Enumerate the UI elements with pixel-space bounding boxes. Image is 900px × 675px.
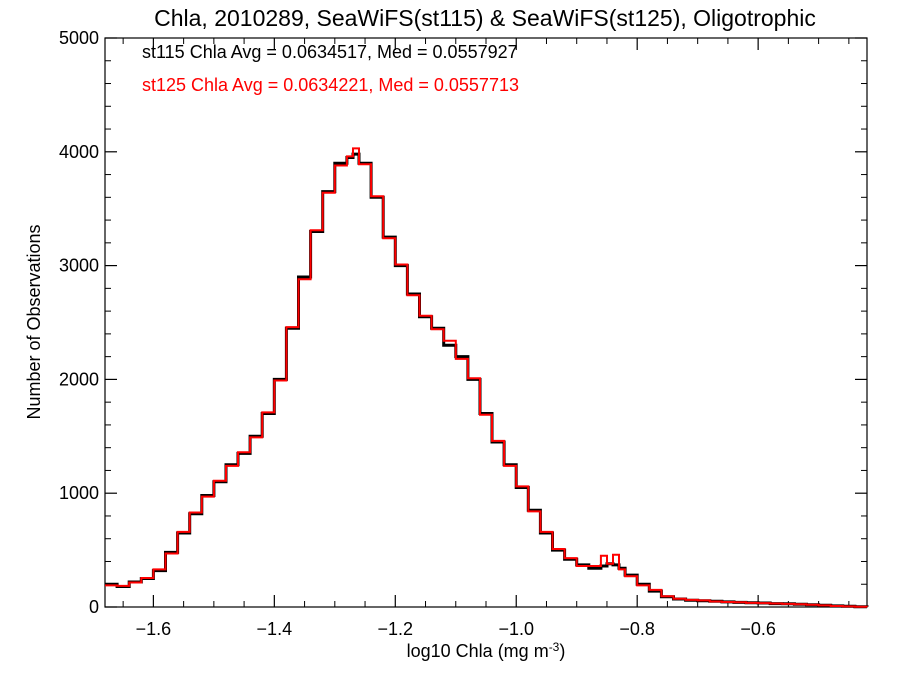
x-axis-label-main: log10 Chla (mg m [407, 641, 549, 661]
x-tick-label: −1.4 [257, 619, 293, 639]
y-tick-label: 5000 [59, 28, 99, 48]
x-axis-label-end: ) [559, 641, 565, 661]
x-tick-label: −0.8 [619, 619, 655, 639]
x-axis: −1.6 −1.4 −1.2 −1.0 −0.8 −0.6 [122, 38, 850, 639]
plot-frame [104, 37, 868, 608]
chart-title: Chla, 2010289, SeaWiFS(st115) & SeaWiFS(… [154, 5, 816, 31]
x-tick-label: −0.6 [740, 619, 776, 639]
x-tick-label: −1.2 [378, 619, 414, 639]
x-tick-label: −1.6 [136, 619, 172, 639]
y-tick-label: 3000 [59, 256, 99, 276]
annotation-st115: st115 Chla Avg = 0.0634517, Med = 0.0557… [142, 42, 518, 62]
x-tick-label: −1.0 [498, 619, 534, 639]
y-tick-label: 1000 [59, 483, 99, 503]
annotation-st125: st125 Chla Avg = 0.0634221, Med = 0.0557… [142, 75, 519, 95]
y-tick-label: 4000 [59, 142, 99, 162]
y-axis-label: Number of Observations [24, 224, 44, 419]
series-group [105, 147, 869, 609]
y-tick-label: 2000 [59, 369, 99, 389]
x-axis-label-superscript: -3 [549, 640, 560, 654]
y-tick-label: 0 [89, 597, 99, 617]
x-axis-label: log10 Chla (mg m-3) [407, 640, 566, 661]
series-st125-line [105, 147, 868, 608]
y-axis: 0 1000 2000 3000 4000 5000 [59, 28, 867, 617]
series-st115-line [105, 152, 869, 609]
